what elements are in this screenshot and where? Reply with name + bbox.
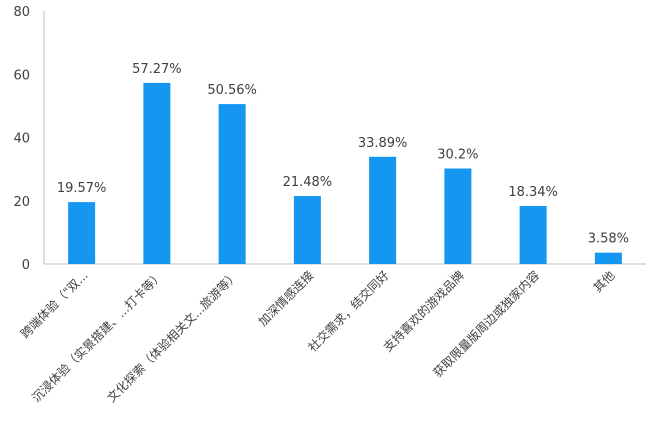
bar [594, 252, 622, 264]
y-tick-label: 20 [13, 195, 30, 210]
category-label: 跨端体验（"双... [17, 268, 91, 342]
category-label: 文化探索（体验相关文...旅游等） [104, 268, 241, 405]
data-labels: 19.57% 57.27% 50.56% 21.48% 33.89% 30.2% 18.34… [57, 62, 629, 247]
data-label: 30.2% [437, 147, 478, 162]
bar [369, 156, 397, 264]
bar [519, 205, 547, 264]
y-tick-label: 60 [13, 68, 30, 83]
category-labels: 跨端体验（"双...沉浸体验（实景搭建、...打卡等）文化探索（体验相关文...… [17, 268, 617, 405]
y-tick-label: 0 [22, 258, 30, 273]
bar [293, 196, 321, 264]
y-tick-label: 40 [13, 132, 30, 147]
data-label: 18.34% [508, 185, 558, 200]
category-label: 社交需求，结交同好 [305, 268, 392, 355]
data-label: 57.27% [132, 62, 182, 77]
bar [444, 168, 472, 264]
data-label: 50.56% [207, 83, 257, 98]
bars [68, 82, 622, 264]
category-label: 沉浸体验（实景搭建、...打卡等） [28, 268, 165, 405]
bar [143, 82, 171, 264]
data-label: 33.89% [358, 136, 408, 151]
y-tick-labels: 0 20 40 60 80 [13, 5, 30, 273]
category-label: 其他 [591, 268, 618, 295]
data-label: 19.57% [57, 181, 107, 196]
bar [68, 202, 96, 264]
y-tick-label: 80 [13, 5, 30, 20]
data-label: 21.48% [283, 175, 333, 190]
category-label: 加深情感连接 [255, 268, 317, 330]
data-label: 3.58% [588, 232, 629, 247]
category-label: 支持喜欢的游戏品牌 [380, 268, 467, 355]
bar [218, 104, 246, 264]
